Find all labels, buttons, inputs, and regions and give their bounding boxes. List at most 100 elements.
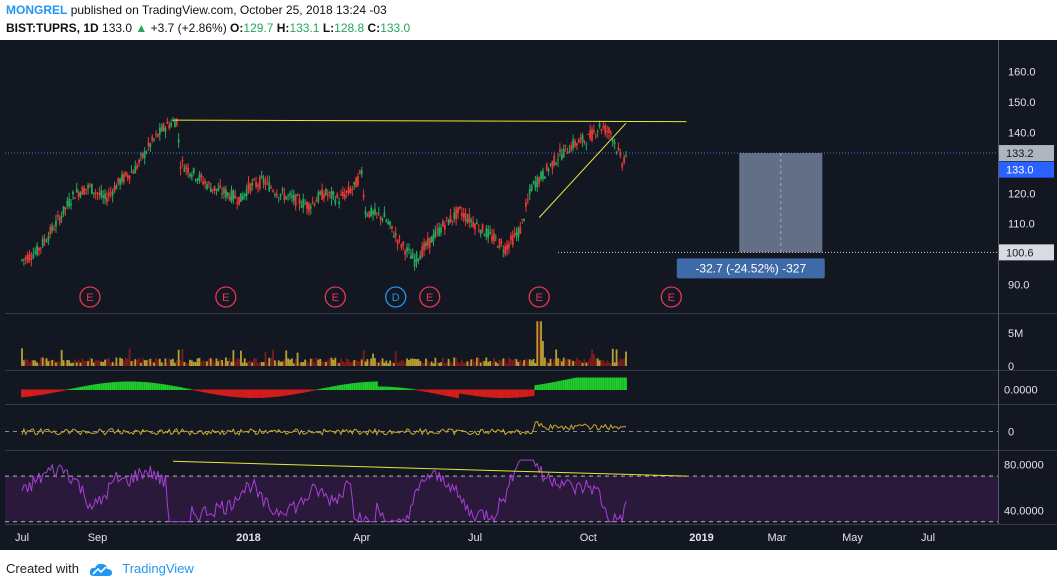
- candle-body: [34, 251, 37, 254]
- oscillator-bar: [34, 389, 37, 396]
- volume-bar: [302, 361, 305, 366]
- oscillator-bar: [623, 377, 626, 390]
- volume-bar: [589, 357, 592, 366]
- rsi-band-fill: [5, 476, 998, 522]
- oscillator-bar: [200, 389, 203, 392]
- candle-body: [79, 192, 82, 197]
- volume-bar: [353, 360, 356, 366]
- oscillator-bar: [317, 389, 320, 390]
- oscillator-bar: [49, 389, 52, 394]
- candle-body: [124, 171, 127, 176]
- candle-body: [147, 142, 150, 147]
- candle-body: [570, 145, 573, 151]
- tradingview-link[interactable]: TradingView: [122, 561, 194, 576]
- time-axis-tick: Jul: [921, 532, 935, 544]
- rsi-axis-tick: 40.0000: [1004, 505, 1044, 517]
- earnings-marker: [419, 286, 441, 308]
- oscillator-bar: [257, 389, 259, 398]
- oscillator-bar: [38, 389, 40, 396]
- candle-body: [134, 166, 137, 174]
- price-axis-label-box: [999, 161, 1054, 178]
- oscillator-bar: [213, 389, 216, 395]
- volume-bar: [543, 357, 546, 366]
- oscillator-bar: [232, 389, 235, 397]
- volume-bar: [240, 350, 242, 366]
- oscillator-bar: [408, 388, 410, 390]
- volume-bar: [328, 358, 331, 366]
- volume-bar: [21, 348, 23, 366]
- oscillator-bar: [370, 381, 373, 390]
- volume-bar: [143, 360, 146, 366]
- symbol-info: BIST:TUPRS, 1D 133.0 ▲ +3.7 (+2.86%) O:1…: [6, 21, 410, 35]
- trendline: [538, 122, 627, 218]
- oscillator-bar: [311, 389, 314, 391]
- volume-bar: [351, 362, 354, 366]
- earnings-marker: [79, 286, 101, 308]
- oscillator-bar: [109, 382, 112, 390]
- volume-bar: [190, 360, 193, 366]
- oscillator-bar: [72, 388, 74, 390]
- volume-bar: [83, 360, 86, 366]
- candle-body: [132, 171, 135, 174]
- high-value: 133.1: [289, 21, 320, 35]
- oscillator-bar: [326, 387, 329, 390]
- oscillator-bar: [593, 377, 595, 390]
- candle-body: [158, 127, 161, 135]
- oscillator-bar: [175, 386, 178, 390]
- candle-body: [36, 245, 38, 256]
- candle-body: [198, 174, 201, 181]
- oscillator-bar: [275, 389, 278, 397]
- oscillator-bar: [334, 385, 337, 390]
- volume-bar: [336, 362, 339, 366]
- candle-body: [483, 235, 486, 237]
- author-name[interactable]: MONGREL: [6, 3, 68, 17]
- high-label: H:: [276, 21, 290, 35]
- candle-body: [234, 195, 237, 199]
- symbol-name[interactable]: BIST:TUPRS, 1D: [6, 21, 99, 35]
- candle-body: [459, 206, 461, 209]
- oscillator-bar: [177, 386, 180, 390]
- candle-body: [404, 250, 407, 255]
- volume-bar: [594, 358, 597, 366]
- volume-bar: [32, 360, 35, 366]
- volume-bar: [185, 362, 188, 366]
- volume-bar: [491, 362, 493, 366]
- candle-body: [87, 185, 89, 189]
- volume-bar: [96, 359, 99, 366]
- candle-body: [481, 224, 484, 233]
- volume-bar: [613, 362, 616, 366]
- oscillator-histogram: [21, 377, 627, 399]
- earnings-marker-label: E: [668, 292, 675, 304]
- volume-bar: [268, 357, 271, 366]
- volume-bar: [72, 362, 74, 366]
- volume-bar: [413, 358, 416, 366]
- oscillator-bar: [121, 381, 123, 390]
- volume-bar: [194, 362, 197, 366]
- rsi-axis-tick: 80.0000: [1004, 460, 1044, 472]
- volume-bar: [253, 357, 256, 366]
- oscillator-bar: [236, 389, 239, 398]
- oscillator-bar: [187, 388, 189, 390]
- candle-body: [349, 188, 352, 194]
- candle-body: [251, 182, 254, 186]
- candle-body: [357, 175, 359, 186]
- oscillator-bar: [423, 389, 425, 392]
- oscillator-bar: [513, 389, 516, 398]
- candle-body: [268, 182, 271, 192]
- oscillator-bar: [566, 379, 569, 390]
- oscillator-bar: [330, 386, 333, 390]
- oscillator-bar: [466, 389, 469, 395]
- candle-body: [22, 259, 25, 261]
- candle-body: [185, 165, 188, 169]
- volume-bar: [579, 360, 582, 366]
- volume-bar: [340, 358, 342, 366]
- candle-body: [215, 188, 218, 191]
- volume-bar: [187, 363, 189, 366]
- candle-body: [304, 203, 307, 205]
- candle-body: [177, 139, 180, 143]
- volume-bar: [604, 363, 607, 366]
- candle-body: [51, 225, 54, 231]
- candle-body: [194, 179, 197, 181]
- chart-canvas[interactable]: -32.7 (-24.52%) -327 E E E D E E E 160.0 150.0 140…: [0, 40, 1057, 550]
- candle-body: [151, 136, 154, 141]
